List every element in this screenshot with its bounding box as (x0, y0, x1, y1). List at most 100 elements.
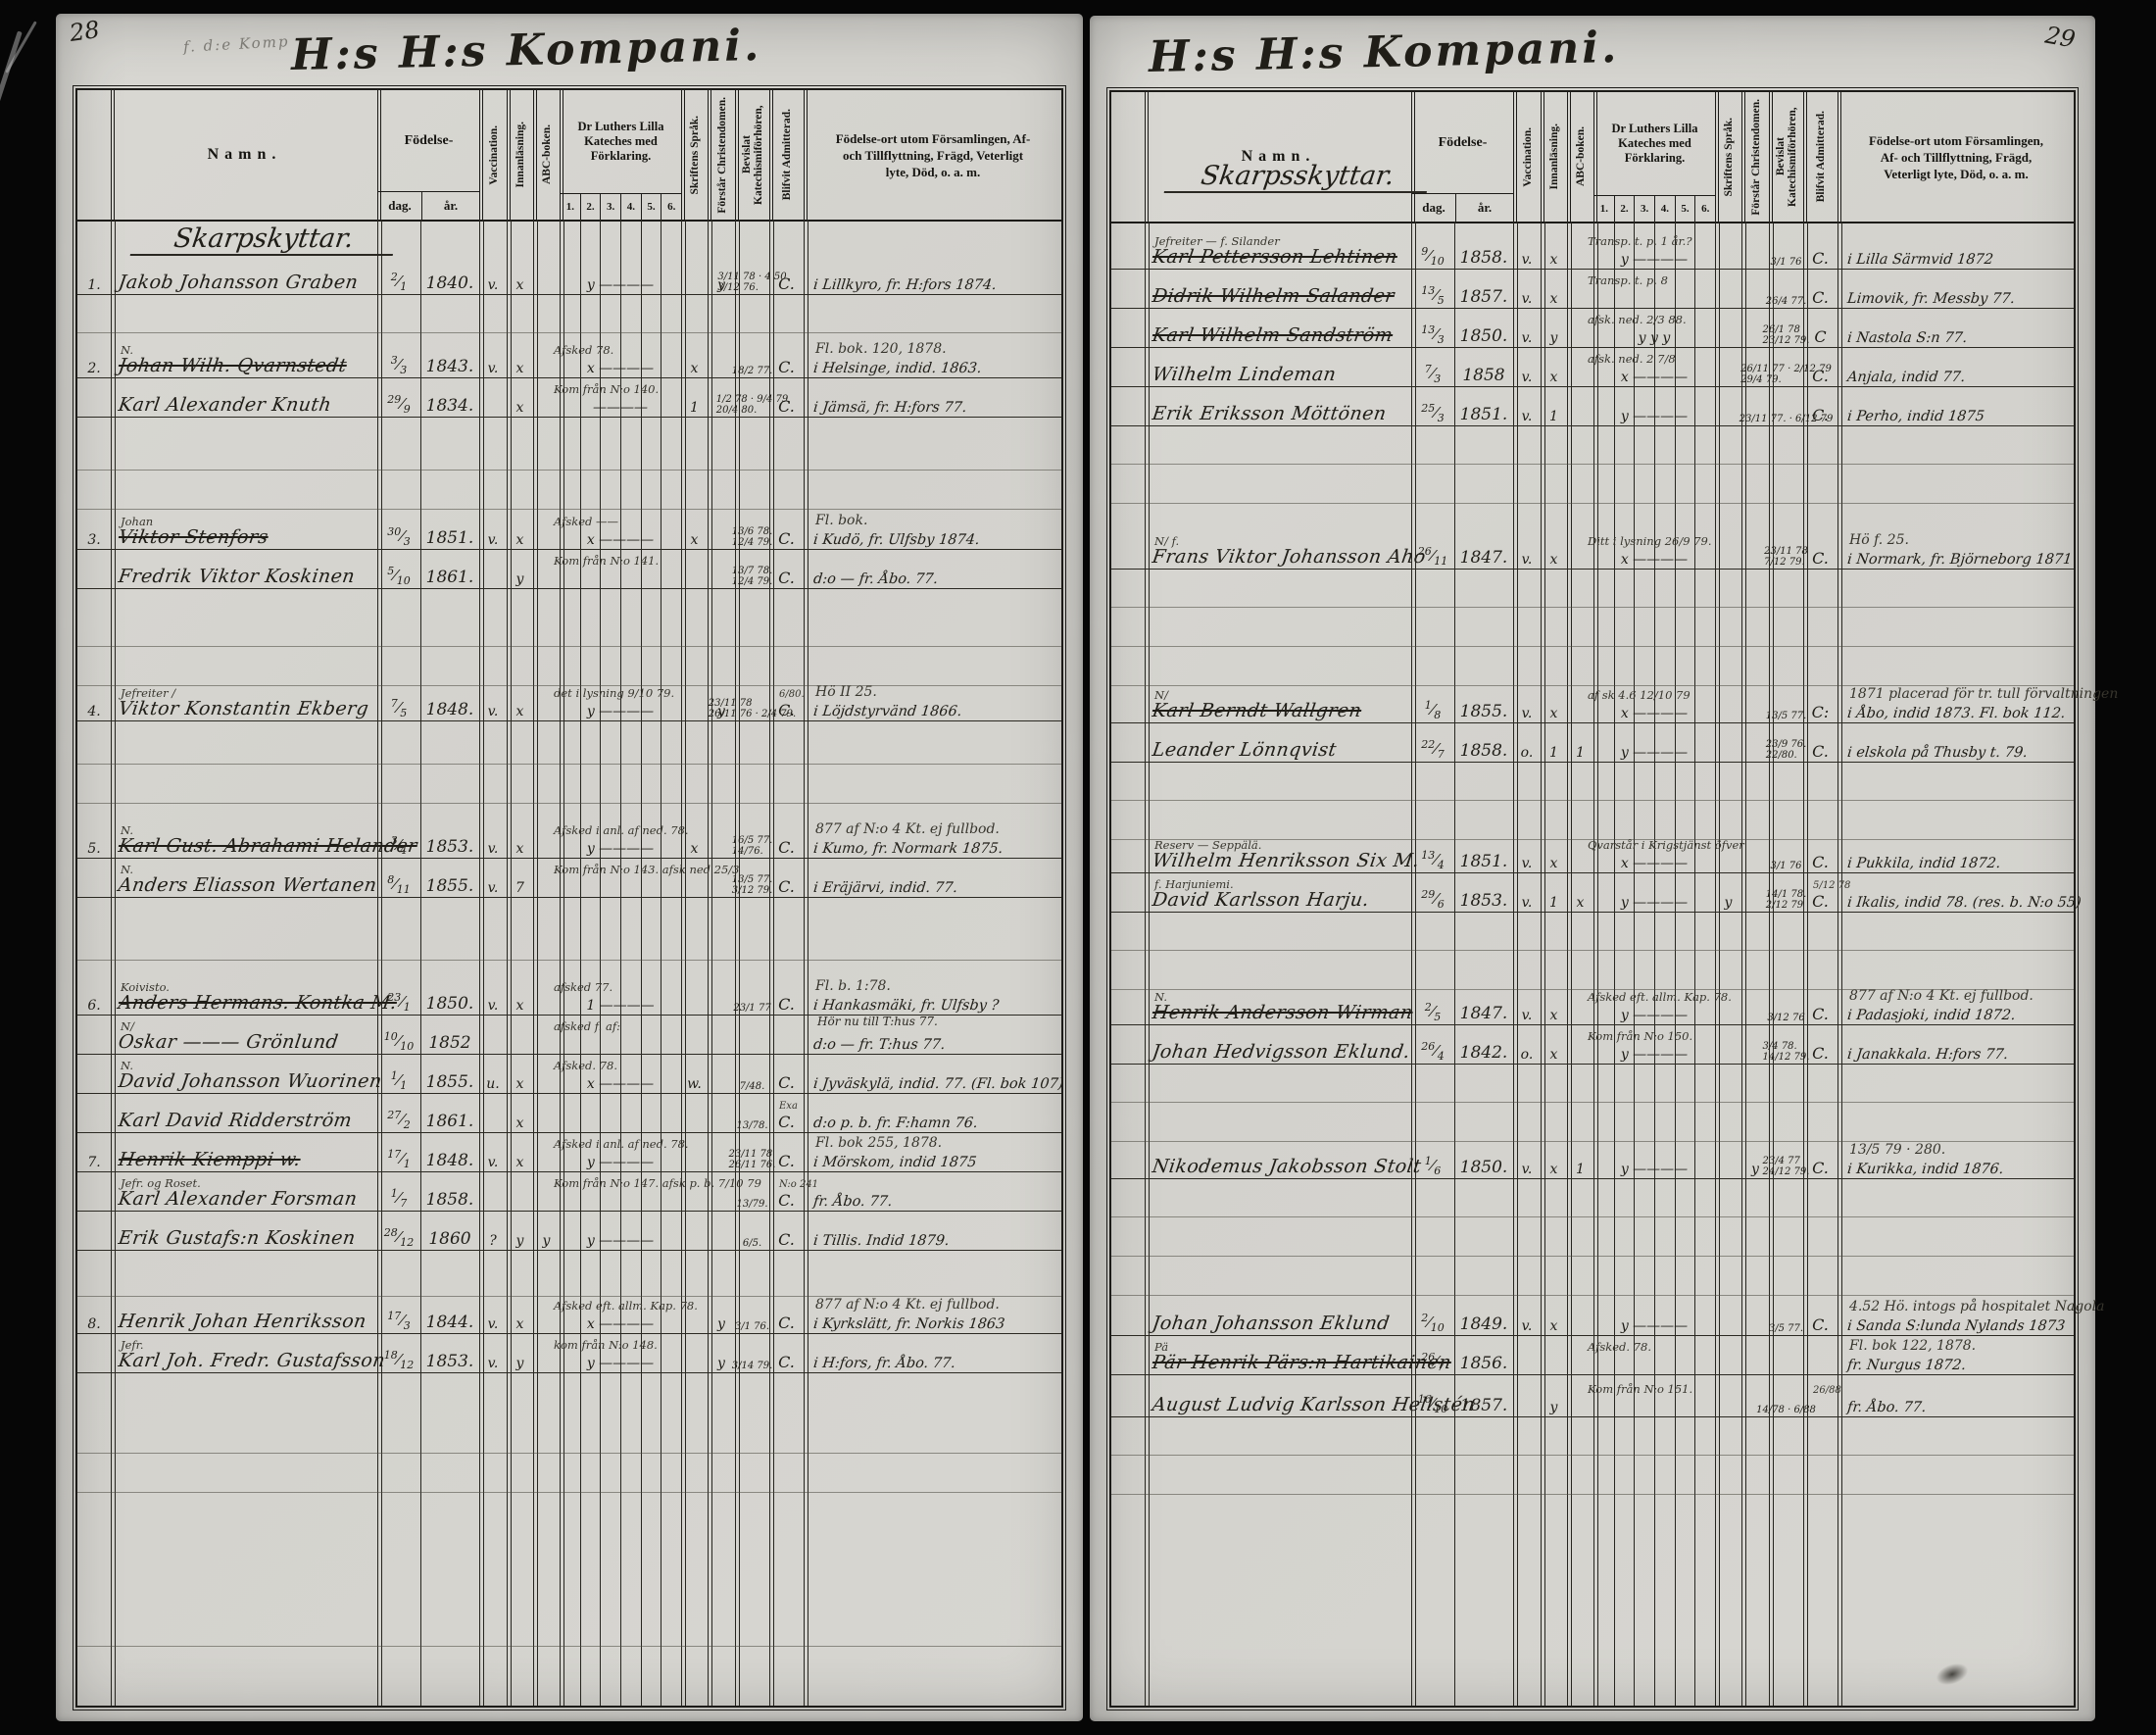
column-rule (708, 220, 712, 1706)
entry-birth-year: 1847. (1459, 1004, 1508, 1023)
entry-bevis-dates: 3/1 76. (734, 1320, 770, 1332)
kateches-subcolumns: 1. 2. 3. 4. 5. 6. (561, 193, 681, 220)
entry-admitterad (1803, 1344, 1838, 1374)
col-remarks: Födelse-ort utom Församlingen, Af- och T… (804, 90, 1061, 220)
fodelse-label: Födelse- (1438, 134, 1488, 150)
entry-bevis-dates: 3/11 78 · 4 50 3/12 76. (717, 272, 787, 293)
entry-admitterad: N:o 241 C. (778, 1179, 819, 1210)
entry-bevis-dates: 1/2 78 · 9/4 79 20/4 80. (715, 394, 789, 416)
entry-kateches: y ———— (1620, 409, 1689, 424)
entry-innanlasning: y (515, 1233, 524, 1249)
entry-remark: i Lillkyro, fr. H:fors 1874. (812, 277, 998, 293)
entry-birth-year: 1844. (425, 1313, 474, 1332)
fodelse-ar: år. (1477, 200, 1493, 215)
column-rule (1411, 222, 1416, 1706)
entry-birth-day: 2⁄10 (1421, 1312, 1445, 1334)
entry-bevis-dates: 6/5. (742, 1237, 762, 1249)
entry-kateches: Afsked i anl. af ned. 78. y ———— (554, 1137, 689, 1170)
entry-birth-year: 1858. (1459, 741, 1508, 761)
entry-name: Nikodemus Jakobsson Stolt (1151, 1156, 1423, 1177)
entry-admitterad: C. (778, 1314, 795, 1332)
register-entry: N∕ f. Frans Viktor Johansson Aho 26⁄11 1847… (1111, 532, 2074, 570)
entry-bevis-dates: 7/48. (739, 1080, 765, 1092)
entry-sprak: x (690, 841, 699, 857)
entry-birth-year: 1851. (1459, 852, 1508, 871)
entry-admitterad: C. (778, 358, 795, 376)
entry-birth-year: 1855. (425, 876, 474, 896)
entry-name: Jefr. Karl Joh. Fredr. Gustafsson (117, 1338, 387, 1371)
entry-admitterad: C. (778, 877, 795, 896)
entry-abc (533, 1102, 560, 1132)
entry-innanlasning: x (515, 1076, 524, 1092)
entry-remark: i Perho, indid 1875 (1846, 409, 1985, 424)
register-entry: Erik Eriksson Möttönen 25⁄3 1851. v. 1 y ————… (1111, 396, 2074, 426)
entry-kateches: Afsked eft. allm. Kap. 78. y ———— (1588, 990, 1732, 1023)
ruled-line (77, 1492, 1061, 1493)
register-entry: August Ludvig Karlsson Hellstén 16⁄10 1857… (1111, 1382, 2074, 1417)
entry-sprak (681, 1102, 708, 1132)
entry-name: f. Harjuniemi. David Karlsson Harju. (1151, 877, 1371, 911)
entry-birth-year: 1842. (1459, 1043, 1508, 1063)
col-row-number (1111, 92, 1145, 222)
entry-sprak (1715, 731, 1741, 762)
entry-sprak (681, 264, 708, 294)
entry-number (77, 1219, 111, 1250)
entry-name: Johan Hedvigsson Eklund. (1151, 1041, 1412, 1063)
entry-kateches: Kom från N:o 143. afsk ned 25/3 (554, 863, 740, 876)
entry-admitterad: C. (778, 838, 795, 857)
entry-sprak: x (690, 361, 699, 376)
entry-innanlasning: x (1549, 1162, 1558, 1177)
register-entry: 2. N. Johan Wilh. Qvarnstedt 3⁄3 1843. v. x Afs… (77, 341, 1061, 378)
column-rule (1654, 222, 1655, 1706)
entry-remark: 1871 placerad för tr. tull förvaltningen… (1846, 686, 2119, 721)
table-header: Namn. Födelse- dag. år. Vaccination. Inn… (1111, 92, 2074, 223)
entry-birth-year: 1850. (425, 994, 474, 1014)
ruled-line (1111, 1102, 2074, 1103)
entry-bevis-dates: 13/6 78. 12/4 79. (731, 526, 773, 548)
ruled-line (1111, 989, 2074, 990)
ruled-line (77, 803, 1061, 804)
entry-kateches: Kom från N:o 151. (1588, 1382, 1693, 1396)
ruled-line (1111, 503, 2074, 504)
column-rule (804, 220, 808, 1706)
entry-name: N∕ f. Frans Viktor Johansson Aho (1151, 534, 1428, 568)
entry-innanlasning: 1 (1549, 745, 1558, 761)
entry-bevis-dates: 3/4 78. 14/12 79. (1762, 1041, 1810, 1063)
ruled-line (77, 646, 1061, 647)
entry-number (1111, 238, 1145, 269)
entry-name: Didrik Wilhelm Salander (1151, 285, 1396, 307)
entry-remark: i H:fors, fr. Åbo. 77. (812, 1356, 956, 1371)
entry-innanlasning: x (515, 1115, 524, 1131)
entry-name: Reserv — Seppälä. Wilhelm Henriksson Six … (1151, 838, 1421, 871)
entry-bevis-dates: 23/11 77. · 6/12 79 (1739, 413, 1834, 424)
page-title: H:s H:s Kompani. (1148, 22, 1620, 83)
entry-remark: i Pukkila, indid 1872. (1846, 856, 2002, 871)
col-forstar-christendomen: Förstår Christendomen. (708, 90, 735, 220)
entry-birth-year: 1858. (1459, 248, 1508, 268)
register-entry: N. David Johansson Wuorinen 1⁄1 1855. u. x Afs… (77, 1059, 1064, 1094)
entry-vaccination (1513, 1344, 1541, 1374)
entry-admitterad: C. (778, 274, 795, 293)
entry-name: Leander Lönnqvist (1151, 739, 1339, 761)
register-entry: 3. Johan Viktor Stenfors 30⁄3 1851. v. x Afsked… (77, 513, 1061, 550)
entry-innanlasning: 7 (515, 880, 524, 896)
entry-name: Karl David Ridderström (117, 1110, 354, 1131)
entry-bevis-dates: 14/1 78. 2/12 79 (1765, 889, 1807, 911)
entry-kateches: Afsked. 78. x ———— (554, 1059, 655, 1092)
entry-number (1111, 881, 1145, 912)
entry-name: Jakob Johansson Graben (117, 272, 360, 293)
entry-forstar (1741, 994, 1769, 1024)
entry-vaccination (479, 1102, 507, 1132)
entry-remark: d:o — fr. Åbo. 77. (812, 571, 939, 587)
register-entry: N∕ Karl Berndt Wallgren 1⁄8 1855. v. x af sk 4… (1111, 686, 2119, 723)
entry-birth-day: 2⁄1 (390, 271, 408, 293)
entry-number (77, 1063, 111, 1093)
entry-kateches: Kom från N:o 140. ———— (554, 382, 660, 416)
entry-forstar: y (717, 704, 725, 719)
entry-vaccination (479, 1023, 507, 1054)
register-entry: 7. Henrik Kiemppi w. 17⁄1 1848. v. x Afsked i … (77, 1135, 1061, 1172)
ruled-line (1111, 950, 2074, 951)
entry-remark: fr. Åbo. 77. (812, 1194, 894, 1210)
entry-birth-year: 1857. (1459, 1396, 1508, 1415)
entry-birth-day: 9⁄10 (1421, 245, 1445, 268)
